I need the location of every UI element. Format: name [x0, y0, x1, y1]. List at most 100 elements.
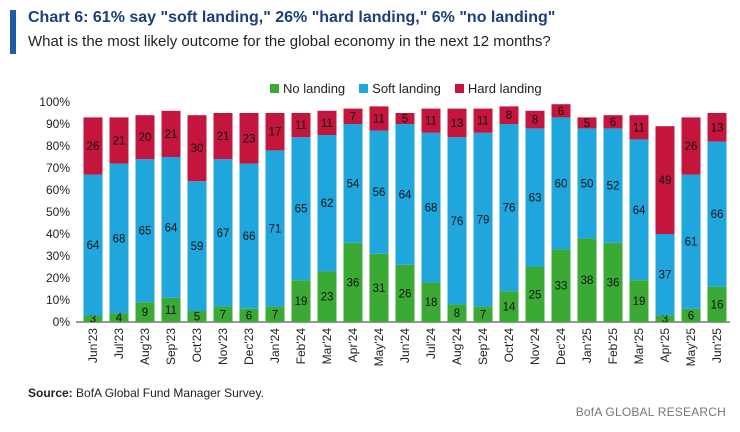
bar-no-landing — [187, 311, 207, 322]
data-label-no-landing: 5 — [194, 312, 200, 324]
x-tick-label: Mar'24 — [320, 328, 334, 365]
bar-soft-landing — [681, 174, 701, 309]
data-label-no-landing: 7 — [272, 309, 278, 321]
data-label-no-landing: 6 — [246, 310, 252, 322]
bar-hard-landing — [135, 115, 155, 160]
x-tick-label: Apr'25 — [658, 328, 672, 363]
bar-hard-landing — [603, 115, 623, 129]
bar-hard-landing — [707, 113, 727, 142]
bar-soft-landing — [577, 128, 597, 239]
bar-soft-landing — [603, 128, 623, 243]
x-tick-label: Jun'23 — [86, 328, 100, 363]
x-tick-label: Jan'25 — [580, 328, 594, 363]
bar-soft-landing — [161, 157, 181, 298]
bar-no-landing — [473, 306, 493, 322]
data-label-soft-landing: 67 — [217, 228, 230, 240]
x-tick-label: May'24 — [372, 328, 386, 367]
bar-hard-landing — [213, 113, 233, 160]
bar-hard-landing — [395, 113, 415, 124]
bar-soft-landing — [83, 174, 103, 316]
brand-footer: BofA GLOBAL RESEARCH — [575, 405, 726, 419]
data-label-hard-landing: 6 — [610, 117, 616, 129]
title-accent-bar — [10, 10, 16, 54]
bar-no-landing — [577, 238, 597, 322]
source-label: Source: — [28, 386, 73, 400]
x-tick-label: Sep'23 — [164, 328, 178, 365]
data-label-no-landing: 8 — [454, 308, 460, 320]
data-label-soft-landing: 79 — [477, 215, 490, 227]
bar-soft-landing — [499, 124, 519, 292]
bar-soft-landing — [655, 234, 675, 316]
data-label-soft-landing: 76 — [503, 203, 516, 215]
data-label-hard-landing: 30 — [191, 143, 204, 155]
bar-hard-landing — [629, 115, 649, 140]
bar-hard-landing — [291, 113, 311, 138]
x-tick-label: Jan'24 — [268, 328, 282, 363]
bar-soft-landing — [369, 130, 389, 254]
bar-hard-landing — [681, 117, 701, 175]
data-label-soft-landing: 64 — [165, 222, 178, 234]
x-tick-label: Sep'24 — [476, 328, 490, 365]
bar-no-landing — [707, 286, 727, 322]
bar-no-landing — [343, 242, 363, 322]
data-label-hard-landing: 6 — [558, 106, 564, 118]
y-tick-label: 100% — [39, 95, 70, 109]
bar-hard-landing — [525, 110, 545, 129]
x-tick-label: Mar'25 — [632, 328, 646, 365]
y-tick-label: 50% — [46, 205, 70, 219]
y-tick-label: 20% — [46, 271, 70, 285]
data-label-hard-landing: 21 — [165, 129, 178, 141]
data-label-soft-landing: 52 — [607, 181, 620, 193]
data-label-soft-landing: 71 — [269, 224, 282, 236]
bar-hard-landing — [447, 108, 467, 138]
bar-no-landing — [369, 253, 389, 322]
data-label-no-landing: 33 — [555, 281, 568, 293]
bar-hard-landing — [239, 113, 259, 164]
data-label-hard-landing: 8 — [506, 110, 512, 122]
data-label-soft-landing: 68 — [425, 203, 438, 215]
bar-hard-landing — [655, 126, 675, 234]
data-label-hard-landing: 26 — [685, 141, 698, 153]
x-tick-label: Dec'23 — [242, 328, 256, 365]
data-label-hard-landing: 49 — [659, 175, 672, 187]
y-tick-label: 0% — [53, 315, 71, 329]
bar-soft-landing — [317, 135, 337, 272]
data-label-no-landing: 6 — [688, 310, 694, 322]
bar-soft-landing — [551, 117, 571, 250]
bar-hard-landing — [109, 117, 129, 164]
data-label-hard-landing: 5 — [584, 118, 590, 130]
data-label-soft-landing: 37 — [659, 270, 672, 282]
legend-label-no-landing: No landing — [283, 81, 346, 96]
data-label-soft-landing: 66 — [243, 231, 256, 243]
data-label-hard-landing: 21 — [217, 131, 230, 143]
x-tick-label: Jul'23 — [112, 328, 126, 359]
data-label-soft-landing: 60 — [555, 178, 568, 190]
bar-soft-landing — [525, 128, 545, 267]
bar-hard-landing — [265, 113, 285, 151]
bar-no-landing — [551, 249, 571, 322]
legend-swatch-soft-landing — [359, 84, 369, 93]
bar-soft-landing — [239, 163, 259, 309]
data-label-soft-landing: 59 — [191, 241, 204, 253]
data-label-soft-landing: 66 — [711, 209, 724, 221]
bar-hard-landing — [551, 104, 571, 118]
bar-no-landing — [83, 315, 103, 322]
chart-title: Chart 6: 61% say "soft landing," 26% "ha… — [28, 9, 556, 26]
x-tick-label: Nov'23 — [216, 328, 230, 365]
data-label-soft-landing: 76 — [451, 216, 464, 228]
bar-hard-landing — [473, 108, 493, 133]
data-label-no-landing: 23 — [321, 292, 334, 304]
bar-hard-landing — [187, 115, 207, 182]
data-label-hard-landing: 11 — [633, 122, 645, 134]
legend-item-soft-landing: Soft landing — [359, 81, 441, 96]
bar-no-landing — [421, 282, 441, 322]
data-label-soft-landing: 61 — [685, 237, 698, 249]
data-label-no-landing: 3 — [90, 314, 96, 326]
legend: No landing Soft landing Hard landing — [270, 81, 542, 96]
bar-soft-landing — [265, 150, 285, 307]
data-label-soft-landing: 62 — [321, 198, 334, 210]
bar-no-landing — [213, 306, 233, 322]
bar-hard-landing — [577, 117, 597, 129]
legend-item-no-landing: No landing — [270, 81, 345, 96]
